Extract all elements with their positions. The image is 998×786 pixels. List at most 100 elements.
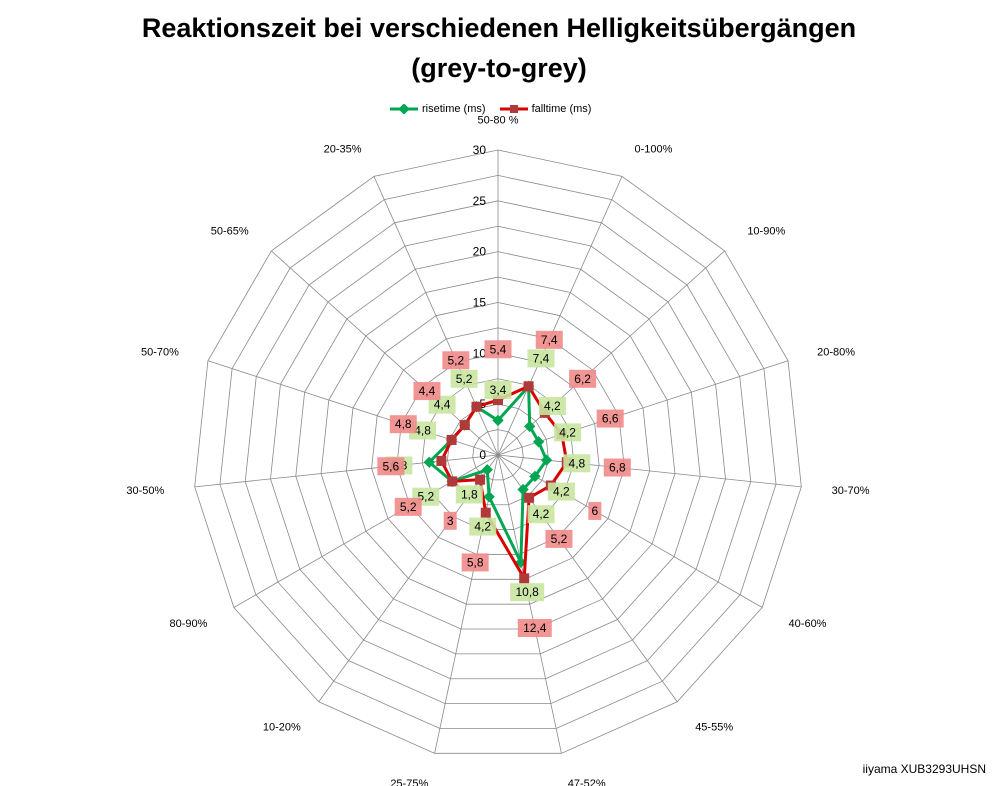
series-1-data-label-bg-11: [377, 457, 405, 476]
series-1-data-label-2: 6,2: [574, 372, 591, 386]
series-1-data-label-bg-5: [588, 501, 602, 520]
spoke-2: [497, 250, 725, 456]
series-0-data-label-8: 4,2: [474, 520, 491, 534]
series-1-data-label-bg-7: [517, 619, 552, 638]
series-0-data-label-10: 5,2: [417, 490, 434, 504]
series-0-point-3: [532, 436, 545, 448]
series-1-data-label-bg-14: [442, 351, 470, 370]
series-1-data-label-bg-12: [389, 415, 417, 434]
series-1-point-8: [480, 507, 491, 518]
series-0-point-6: [517, 483, 529, 496]
series-0-point-9: [481, 464, 493, 476]
category-label-1: 0-100%: [634, 144, 672, 156]
series-1-data-label-bg-2: [569, 369, 597, 388]
category-label-6: 45-55%: [695, 721, 733, 733]
grid-ring-0: [472, 429, 524, 481]
radial-tick-label-0: 0: [479, 448, 486, 462]
grid-ring-3: [396, 352, 600, 555]
series-1-data-label-7: 12,4: [523, 621, 547, 635]
legend-label-risetime: risetime (ms): [422, 103, 486, 115]
series-1-point-12: [446, 434, 457, 445]
spoke-11: [194, 454, 499, 488]
chart-subtitle: (grey-to-grey): [411, 53, 587, 83]
spoke-3: [497, 360, 789, 456]
series-0-data-label-3: 4,2: [559, 425, 576, 439]
series-0-data-label-bg-0: [484, 380, 512, 399]
grid-ring-1: [447, 403, 549, 506]
category-label-12: 50-70%: [141, 346, 179, 358]
category-label-0: 50-80 %: [478, 115, 519, 127]
series-1-data-label-5: 6: [592, 504, 599, 518]
series-1-point-9: [475, 474, 486, 485]
category-label-10: 80-90%: [170, 618, 208, 630]
series-1-point-10: [447, 476, 458, 487]
series-1-data-label-12: 4,8: [395, 417, 412, 431]
legend-item-risetime: risetime (ms): [390, 103, 486, 115]
category-label-3: 20-80%: [817, 346, 855, 358]
grid-ring-6: [320, 276, 676, 630]
series-0-data-label-6: 4,2: [533, 507, 550, 521]
series-0-data-label-bg-2: [538, 397, 566, 416]
legend-marker-falltime: [499, 105, 528, 113]
series-0-data-label-bg-13: [428, 395, 456, 414]
radial-tick-label-5: 25: [473, 194, 487, 208]
series-1-data-label-bg-8: [461, 553, 489, 572]
series-1-data-label-1: 7,4: [541, 333, 558, 347]
category-label-7: 47-52%: [568, 778, 606, 786]
series-1-point-0: [493, 395, 503, 406]
grid-ring-11: [194, 149, 802, 754]
series-0-data-label-9: 1,8: [461, 487, 478, 501]
legend-item-falltime: falltime (ms): [499, 103, 592, 115]
series-0-data-label-7: 10,8: [515, 585, 539, 599]
category-label-13: 50-65%: [211, 226, 249, 238]
series-0-point-0: [492, 414, 504, 427]
grid-ring-9: [244, 200, 752, 705]
radial-tick-label-6: 30: [473, 143, 487, 157]
spoke-5: [497, 454, 763, 608]
spoke-8: [434, 454, 499, 754]
legend: risetime (ms) falltime (ms): [390, 100, 591, 118]
grid-ring-5: [345, 302, 651, 605]
chart-title: Reaktionszeit bei verschiedenen Helligke…: [141, 13, 857, 43]
series-0-data-label-4: 4,8: [569, 456, 586, 470]
series-0-data-label-bg-7: [510, 583, 545, 602]
legend-label-falltime: falltime (ms): [531, 103, 592, 115]
series-0-point-4: [540, 454, 553, 466]
radial-tick-label-3: 15: [473, 296, 487, 310]
series-1-point-6: [524, 492, 535, 503]
series-1-data-label-13: 4,4: [419, 384, 436, 398]
series-1-data-label-14: 5,2: [447, 353, 464, 367]
series-0-data-label-5: 4,2: [553, 485, 570, 499]
series-0-data-label-bg-4: [563, 454, 591, 473]
series-1-point-1: [523, 381, 534, 392]
series-0-data-label-bg-1: [527, 349, 555, 368]
series-0-point-11: [423, 456, 435, 468]
category-label-9: 10-20%: [263, 721, 301, 733]
series-1-point-13: [459, 420, 470, 431]
series-0-point-8: [483, 491, 495, 503]
series-1-data-label-bg-1: [535, 330, 563, 349]
series-1-data-label-bg-4: [603, 458, 631, 477]
series-1-point-7: [519, 573, 530, 584]
series-0-data-label-1: 7,4: [533, 351, 550, 365]
series-0-data-label-bg-3: [554, 423, 582, 442]
series-1-data-label-9: 3: [447, 514, 454, 528]
category-label-11: 30-50%: [126, 485, 164, 497]
series-0-data-label-bg-6: [527, 505, 555, 524]
category-label-5: 40-60%: [789, 618, 827, 630]
series-0-data-label-bg-8: [469, 517, 497, 536]
series-1-data-label-0: 5,4: [490, 342, 507, 356]
series-0-data-label-12: 4,8: [414, 423, 431, 437]
category-label-4: 30-70%: [832, 485, 870, 497]
series-1-point-11: [436, 455, 447, 466]
grid-ring-8: [270, 225, 726, 680]
grid-ring-2: [421, 378, 575, 530]
series-0-data-label-bg-5: [547, 482, 575, 501]
grid-ring-7: [295, 251, 701, 655]
series-1-data-label-4: 6,8: [609, 461, 626, 475]
spoke-7: [497, 454, 562, 754]
grid-ring-4: [371, 327, 625, 580]
series-1-data-label-10: 5,2: [400, 500, 417, 514]
series-line-1: [439, 384, 569, 580]
